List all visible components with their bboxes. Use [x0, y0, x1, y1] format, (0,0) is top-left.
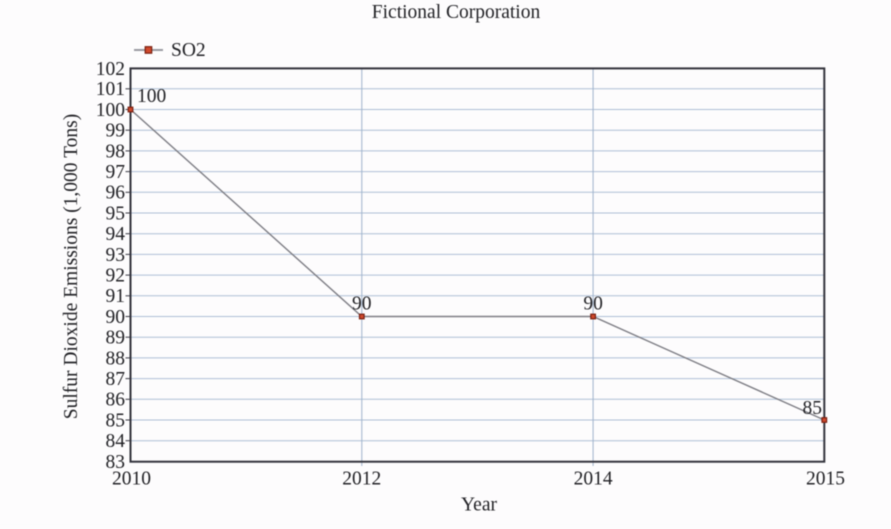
svg-text:2014: 2014: [574, 468, 613, 489]
svg-text:100: 100: [96, 100, 125, 121]
svg-text:90: 90: [106, 307, 126, 328]
svg-text:2015: 2015: [806, 468, 845, 489]
svg-text:Fictional Corporation: Fictional Corporation: [372, 2, 541, 23]
svg-text:97: 97: [106, 162, 126, 183]
svg-text:90: 90: [583, 294, 603, 315]
svg-text:98: 98: [106, 141, 126, 162]
svg-text:Sulfur Dioxide Emissions (1,00: Sulfur Dioxide Emissions (1,000 Tons): [61, 114, 82, 419]
svg-text:92: 92: [106, 266, 126, 287]
svg-text:SO2: SO2: [171, 40, 206, 61]
svg-text:87: 87: [106, 369, 126, 390]
svg-text:85: 85: [803, 398, 823, 419]
svg-text:84: 84: [106, 431, 126, 452]
svg-text:88: 88: [106, 348, 126, 369]
svg-text:96: 96: [106, 183, 126, 204]
svg-text:95: 95: [106, 203, 126, 224]
svg-text:101: 101: [96, 79, 125, 100]
svg-text:91: 91: [106, 286, 126, 307]
svg-text:100: 100: [137, 86, 166, 107]
svg-text:93: 93: [106, 245, 126, 266]
svg-text:90: 90: [352, 294, 372, 315]
svg-text:86: 86: [106, 390, 126, 411]
svg-text:89: 89: [106, 328, 126, 349]
svg-text:Year: Year: [461, 494, 497, 515]
svg-text:2012: 2012: [342, 468, 381, 489]
svg-text:83: 83: [106, 452, 126, 473]
svg-text:2010: 2010: [112, 468, 151, 489]
svg-text:85: 85: [106, 410, 126, 431]
svg-text:99: 99: [106, 121, 126, 142]
svg-text:102: 102: [96, 59, 125, 80]
svg-text:94: 94: [106, 224, 126, 245]
